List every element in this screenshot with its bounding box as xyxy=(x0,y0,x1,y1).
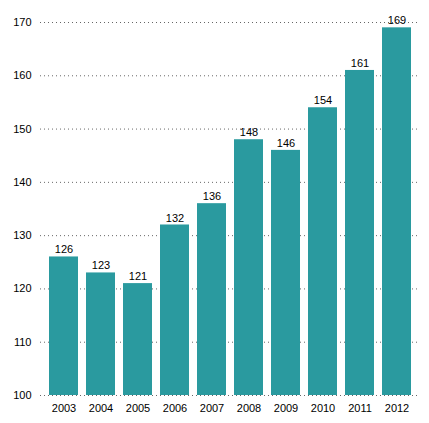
svg-text:148: 148 xyxy=(240,126,258,138)
svg-text:2010: 2010 xyxy=(311,402,335,414)
svg-text:2009: 2009 xyxy=(274,402,298,414)
svg-text:2007: 2007 xyxy=(200,402,224,414)
svg-text:170: 170 xyxy=(13,16,31,28)
svg-text:160: 160 xyxy=(13,69,31,81)
svg-text:132: 132 xyxy=(166,212,184,224)
svg-text:121: 121 xyxy=(129,270,147,282)
svg-text:2003: 2003 xyxy=(52,402,76,414)
svg-text:169: 169 xyxy=(388,14,406,26)
svg-text:161: 161 xyxy=(351,57,369,69)
svg-text:146: 146 xyxy=(277,137,295,149)
svg-text:2004: 2004 xyxy=(89,402,113,414)
svg-text:123: 123 xyxy=(92,259,110,271)
svg-text:126: 126 xyxy=(55,243,73,255)
svg-text:120: 120 xyxy=(13,282,31,294)
svg-text:2005: 2005 xyxy=(126,402,150,414)
svg-text:2011: 2011 xyxy=(348,402,372,414)
svg-text:140: 140 xyxy=(13,176,31,188)
svg-text:2006: 2006 xyxy=(163,402,187,414)
svg-text:130: 130 xyxy=(13,229,31,241)
svg-text:2012: 2012 xyxy=(385,402,409,414)
svg-text:136: 136 xyxy=(203,190,221,202)
svg-text:150: 150 xyxy=(13,123,31,135)
svg-text:100: 100 xyxy=(13,389,31,401)
svg-text:110: 110 xyxy=(14,336,32,348)
svg-text:154: 154 xyxy=(314,94,332,106)
svg-text:2008: 2008 xyxy=(237,402,261,414)
